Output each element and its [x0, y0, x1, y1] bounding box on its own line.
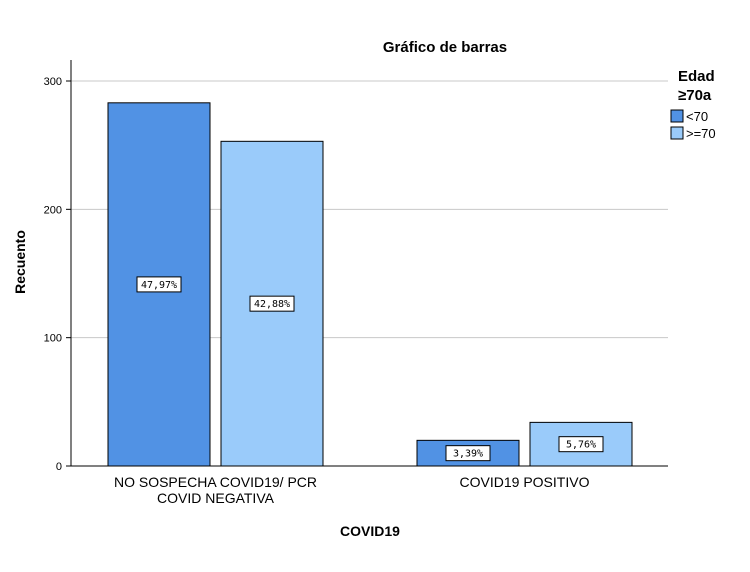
- x-category-label: COVID NEGATIVA: [157, 490, 275, 506]
- legend-title-line-2: ≥70a: [678, 87, 712, 104]
- legend-swatch: [670, 126, 684, 140]
- y-tick-label: 100: [44, 333, 62, 345]
- y-tick-label: 300: [44, 76, 62, 88]
- data-label-box: [136, 276, 182, 293]
- data-label-box: [445, 445, 491, 462]
- legend-title-line-1: Edad: [678, 68, 715, 85]
- data-label: 3,39%: [453, 449, 483, 460]
- legend-swatch: [670, 109, 684, 123]
- chart-title: Gráfico de barras: [383, 39, 507, 56]
- bars: 47,97% 3,39% 42,88% 5,76%: [107, 102, 633, 467]
- legend: Edad ≥70a <70 >=70: [670, 68, 716, 141]
- legend-label: <70: [686, 109, 708, 124]
- legend-label: >=70: [686, 126, 716, 141]
- x-axis-title: COVID19: [340, 523, 400, 539]
- y-axis-ticks: 0 100 200 300: [44, 76, 71, 473]
- y-tick-label: 200: [44, 204, 62, 216]
- data-label: 5,76%: [566, 440, 596, 451]
- data-label: 42,88%: [254, 299, 290, 310]
- data-label-box: [558, 436, 604, 453]
- x-category-label: NO SOSPECHA COVID19/ PCR: [114, 474, 317, 490]
- y-axis-title: Recuento: [12, 230, 28, 294]
- y-tick-label: 0: [56, 461, 62, 473]
- x-category-label: COVID19 POSITIVO: [460, 474, 590, 490]
- data-label-box: [249, 295, 295, 312]
- data-label: 47,97%: [141, 280, 177, 291]
